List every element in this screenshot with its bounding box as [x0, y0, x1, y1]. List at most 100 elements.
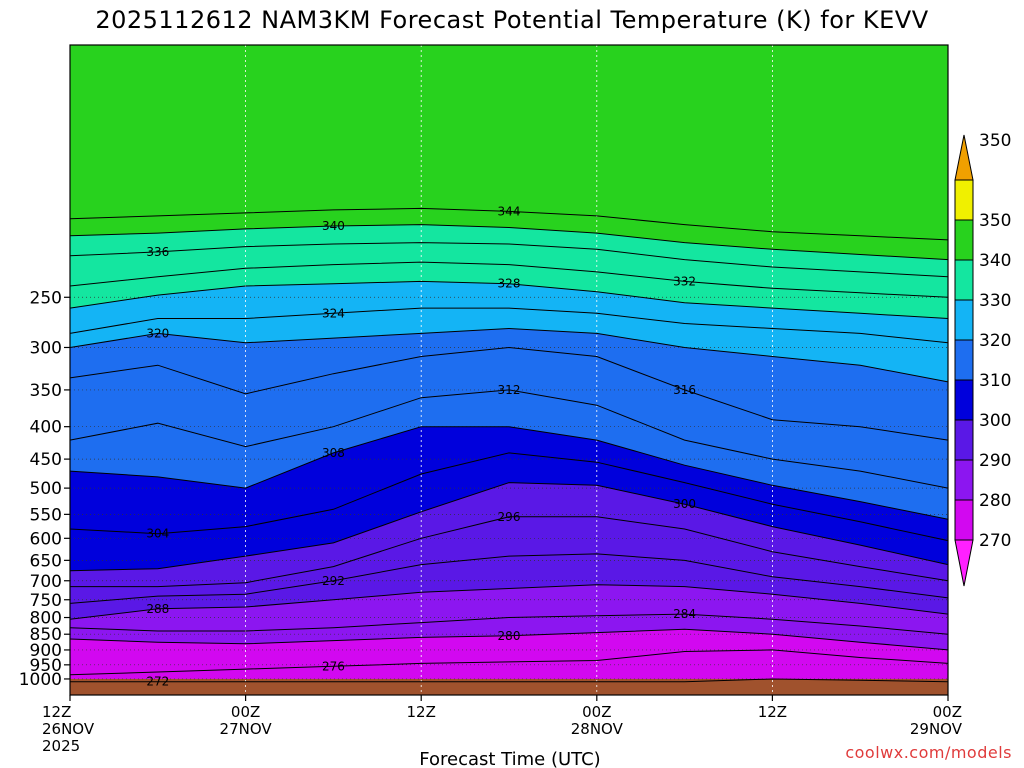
isentrope-340 — [69, 224, 949, 261]
y-axis: 2503003504004505005506006507007508008509… — [19, 288, 70, 690]
band-298 — [70, 482, 948, 587]
isentrope-label: 312 — [498, 383, 521, 397]
y-tick-label: 550 — [30, 505, 62, 525]
band-282 — [70, 614, 948, 650]
isentrope-328 — [69, 280, 949, 319]
colorbar-label: 350 — [979, 131, 1011, 151]
isentrope-label: 316 — [673, 383, 696, 397]
isentrope-labels: 272 276 280 284 288 292 296 300 304 308 312 316 320 3… — [146, 204, 696, 688]
isentrope-label: 280 — [498, 629, 521, 643]
isentrope-280 — [69, 628, 949, 651]
isentrope-label: 320 — [146, 326, 169, 340]
ground-strip — [70, 678, 948, 695]
isentrope-324 — [69, 307, 949, 344]
x-tick-label: 12Z — [42, 703, 71, 721]
y-tick-label: 800 — [30, 609, 62, 629]
colorbar-label: 310 — [979, 371, 1011, 391]
isentrope-308 — [69, 426, 949, 520]
y-tick-label: 250 — [30, 288, 62, 308]
band-346 — [70, 45, 948, 240]
x-tick-label: 00Z — [582, 703, 611, 721]
isentrope-284 — [69, 613, 949, 635]
y-tick-label: 500 — [30, 479, 62, 499]
isentrope-288 — [69, 584, 949, 620]
band-310 — [70, 389, 948, 520]
colorbar-label: 350 — [979, 211, 1011, 231]
colorbar-swatch — [954, 459, 974, 501]
isentrope-344 — [69, 207, 949, 241]
y-tick-label: 750 — [30, 591, 62, 611]
band-286 — [70, 584, 948, 635]
band-278 — [70, 629, 948, 675]
isentrope-label: 340 — [322, 219, 345, 233]
band-294 — [70, 516, 948, 604]
isentrope-label: 296 — [498, 510, 521, 524]
y-tick-label: 1000 — [19, 670, 62, 690]
band-326 — [70, 281, 948, 343]
y-tick-label: 300 — [30, 338, 62, 358]
colorbar-label: 340 — [979, 251, 1011, 271]
colorbar-label: 290 — [979, 451, 1011, 471]
x-tick-label: 2025 — [42, 737, 80, 755]
colorbar-swatch — [954, 499, 974, 541]
band-290 — [70, 553, 948, 620]
band-322 — [70, 308, 948, 382]
isentrope-label: 300 — [673, 497, 696, 511]
isentrope-label: 288 — [146, 602, 169, 616]
colorbar-label: 270 — [979, 531, 1011, 551]
credit-text: coolwx.com/models — [845, 743, 1012, 762]
isentrope-label: 308 — [322, 446, 345, 460]
colorbar-label: 280 — [979, 491, 1011, 511]
x-tick-label: 29NOV — [910, 720, 963, 738]
isentrope-label: 276 — [322, 659, 345, 673]
isentrope-312 — [69, 389, 949, 489]
y-tick-label: 650 — [30, 551, 62, 571]
y-tick-label: 850 — [30, 625, 62, 645]
colorbar-swatch — [954, 299, 974, 341]
isentrope-296 — [70, 516, 949, 588]
plot-border — [69, 44, 949, 696]
colorbar-swatch — [954, 379, 974, 421]
isentrope-292 — [69, 553, 949, 604]
isentrope-label: 292 — [322, 574, 345, 588]
x-tick-label: 28NOV — [571, 720, 624, 738]
y-tick-label: 350 — [30, 381, 62, 401]
isentrope-304 — [69, 452, 949, 542]
isentrope-label: 324 — [322, 306, 345, 320]
band-338 — [70, 224, 948, 277]
x-tick-label: 27NOV — [220, 720, 273, 738]
isentrope-lines — [69, 207, 949, 683]
colorbar-bottom-arrow — [954, 539, 974, 587]
band-334 — [70, 242, 948, 298]
x-tick-label: 26NOV — [42, 720, 95, 738]
colorbar-swatch — [954, 419, 974, 461]
colorbar-label: 330 — [979, 291, 1011, 311]
colorbar-swatch — [954, 179, 974, 221]
isentrope-label: 344 — [498, 204, 521, 218]
chart-title: 2025112612 NAM3KM Forecast Potential Tem… — [95, 6, 928, 34]
band-342 — [70, 208, 948, 260]
isentrope-label: 304 — [146, 527, 169, 541]
isentrope-336 — [69, 242, 949, 278]
colorbar-label: 300 — [979, 411, 1011, 431]
y-tick-label: 600 — [30, 529, 62, 549]
isentrope-label: 336 — [146, 245, 169, 259]
band-302 — [70, 452, 948, 571]
isentrope-300 — [69, 482, 949, 572]
x-tick-label: 00Z — [933, 703, 962, 721]
colorbar-label: 320 — [979, 331, 1011, 351]
colorbar: 270 280 290 300 310 320 330 340 350 350 — [954, 131, 1011, 587]
y-tick-label: 950 — [30, 656, 62, 676]
isentrope-272 — [70, 678, 949, 683]
band-314 — [70, 347, 948, 489]
isentrope-label: 272 — [146, 675, 169, 689]
colorbar-top-arrow — [954, 134, 974, 181]
x-tick-label: 12Z — [758, 703, 787, 721]
colorbar-swatch — [954, 259, 974, 301]
band-306 — [70, 426, 948, 541]
colorbar-swatch — [954, 339, 974, 381]
colorbar-swatch — [954, 219, 974, 261]
y-tick-label: 900 — [30, 641, 62, 661]
isentrope-332 — [69, 261, 949, 298]
